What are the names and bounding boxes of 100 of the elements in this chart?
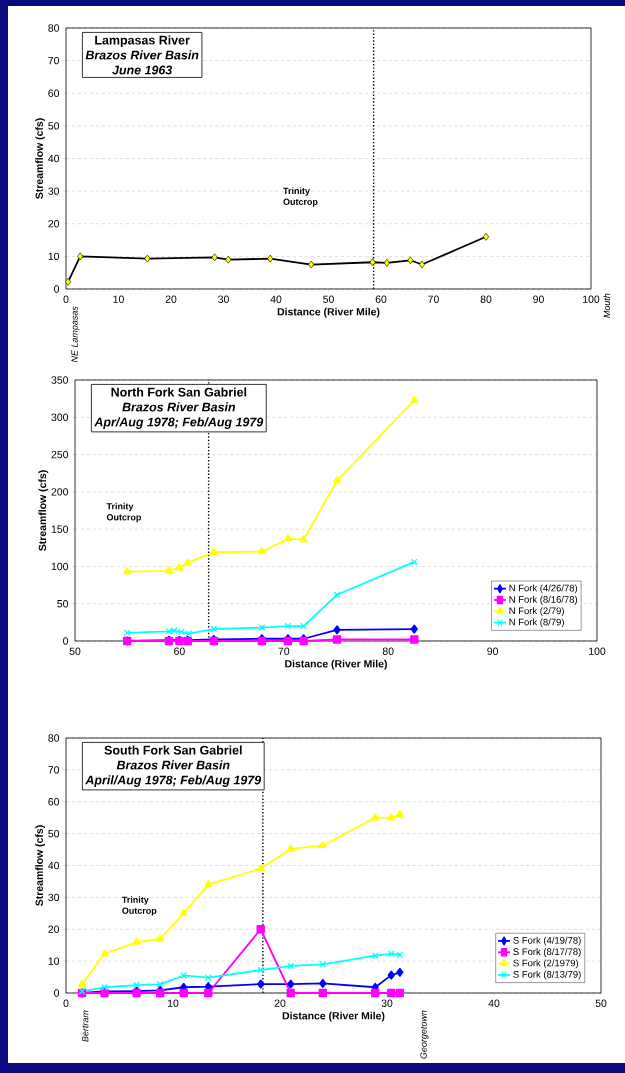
point xyxy=(371,988,380,998)
legend-label: N Fork (8/16/78) xyxy=(509,595,578,605)
y-tick-label: 50 xyxy=(48,829,60,838)
point xyxy=(410,624,418,634)
point xyxy=(78,979,87,988)
point xyxy=(204,880,213,888)
x-tick-label: 60 xyxy=(174,647,185,655)
point xyxy=(132,937,141,945)
y-tick-label: 150 xyxy=(51,525,69,533)
annotation: April/Aug 1978; Feb/Aug 1979 xyxy=(85,775,262,787)
point xyxy=(175,563,184,571)
x-tick-label: 10 xyxy=(167,999,179,1007)
y-tick-label: 20 xyxy=(48,220,60,228)
x-tick-label: 90 xyxy=(533,295,544,303)
x-tick-label: 80 xyxy=(382,647,394,655)
point xyxy=(123,567,132,575)
text: NE Lampasas xyxy=(71,306,80,363)
x-tick-label: 80 xyxy=(480,295,492,303)
point xyxy=(387,813,396,821)
point xyxy=(100,949,109,957)
x-tick-label: 100 xyxy=(589,647,606,655)
x-tick-label: 20 xyxy=(165,295,177,303)
text: Bertram xyxy=(82,1010,89,1042)
legend-label: S Fork (8/17/78) xyxy=(513,948,581,957)
y-axis-title: Streamflow (cfs) xyxy=(35,118,45,199)
x-tick-label: 60 xyxy=(375,295,387,303)
annotation: Trinity Outcrop xyxy=(283,187,318,207)
point xyxy=(267,254,274,263)
y-tick-label: 30 xyxy=(48,893,60,902)
point xyxy=(257,966,265,974)
y-tick-label: 60 xyxy=(48,798,60,806)
y-tick-label: 70 xyxy=(48,56,60,65)
y-tick-label: 40 xyxy=(48,154,60,163)
point xyxy=(383,258,390,267)
point xyxy=(395,810,404,818)
x-axis-title: Distance (River Mile) xyxy=(285,659,387,670)
annotation: Trinity Outcrop xyxy=(121,896,157,916)
y-tick-label: 40 xyxy=(48,861,60,870)
x-tick-label: 90 xyxy=(487,647,499,655)
point xyxy=(318,840,327,849)
legend-label: N Fork (2/79) xyxy=(509,607,564,616)
y-tick-label: 50 xyxy=(57,600,69,608)
point xyxy=(396,967,404,977)
point xyxy=(156,980,164,988)
point xyxy=(101,983,108,991)
point xyxy=(180,971,188,979)
y-tick-label: 300 xyxy=(51,413,69,421)
point xyxy=(286,988,295,998)
annotation: Trinity Outcrop xyxy=(106,502,142,523)
point xyxy=(179,908,188,917)
annotation: Apr/Aug 1978; Feb/Aug 1979 xyxy=(94,417,264,429)
point xyxy=(410,395,419,403)
point xyxy=(332,635,342,644)
legend-label: S Fork (4/19/78) xyxy=(513,936,581,946)
point xyxy=(333,625,341,635)
point xyxy=(287,962,295,970)
point xyxy=(283,534,292,542)
point xyxy=(258,624,266,632)
point xyxy=(65,277,72,286)
text: Brazos River Basin xyxy=(85,50,199,60)
point xyxy=(257,979,265,989)
point xyxy=(256,925,265,934)
point xyxy=(333,476,342,484)
y-tick-label: 0 xyxy=(54,285,60,293)
x-tick-label: 40 xyxy=(270,295,282,303)
y-axis-title: Streamflow (cfs) xyxy=(38,470,49,551)
point xyxy=(183,558,192,566)
x-tick-label: 70 xyxy=(428,295,439,303)
point xyxy=(369,258,376,267)
point xyxy=(387,988,396,998)
point xyxy=(410,635,419,644)
point xyxy=(77,252,84,261)
point xyxy=(204,988,213,998)
point xyxy=(387,970,395,980)
point xyxy=(333,591,341,599)
y-tick-label: 50 xyxy=(48,122,60,130)
text: Brazos River Basin xyxy=(122,402,236,412)
y-tick-label: 0 xyxy=(63,637,69,645)
x-tick-label: 20 xyxy=(274,999,286,1007)
y-tick-label: 80 xyxy=(48,24,60,32)
point xyxy=(144,254,151,263)
x-tick-label: 30 xyxy=(218,295,229,303)
x-tick-label: 70 xyxy=(278,647,290,655)
legend-label: N Fork (4/26/78) xyxy=(509,584,578,594)
point xyxy=(256,864,265,872)
legend-label: N Fork (8/79) xyxy=(509,618,564,628)
x-tick-label: 40 xyxy=(488,999,500,1007)
point xyxy=(395,988,405,998)
point xyxy=(211,253,218,262)
point xyxy=(257,547,266,555)
point xyxy=(407,256,414,265)
chart-title: North Fork San Gabriel xyxy=(111,387,247,397)
point xyxy=(308,260,315,269)
x-tick-label: 10 xyxy=(113,295,124,303)
x-tick-label: 50 xyxy=(323,295,334,303)
y-tick-label: 10 xyxy=(48,252,60,261)
x-tick-label: 30 xyxy=(381,999,393,1007)
point xyxy=(300,622,308,630)
x-tick-label: 100 xyxy=(583,295,600,303)
point xyxy=(319,978,327,988)
